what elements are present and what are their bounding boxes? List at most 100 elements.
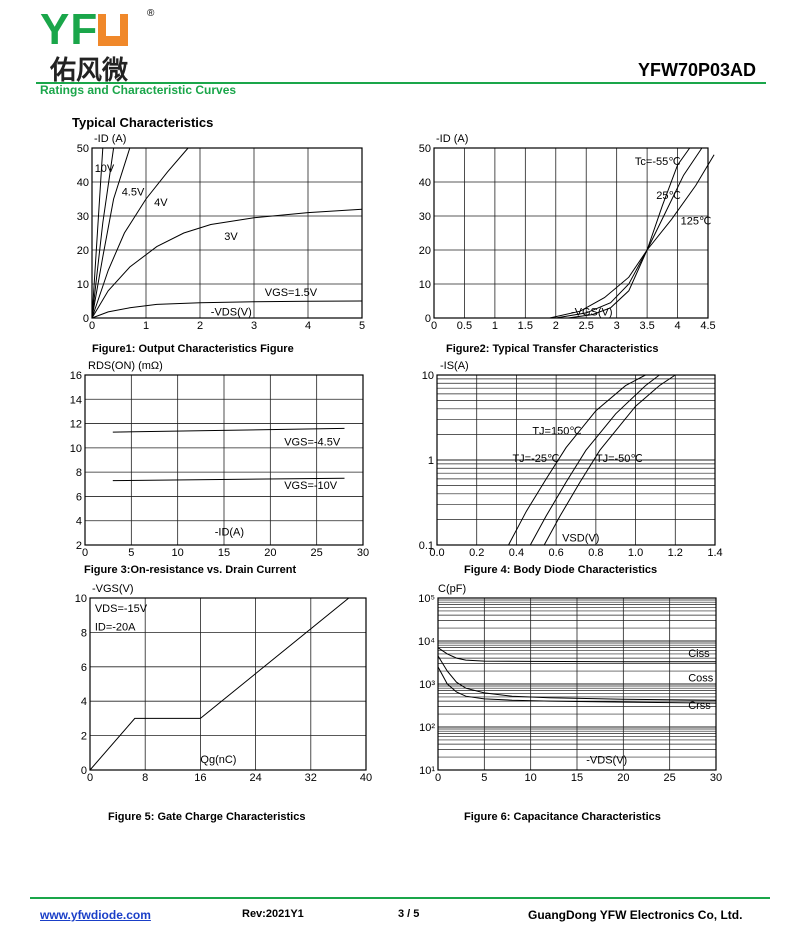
series-Tc-55 xyxy=(567,147,691,319)
series-TJ150 xyxy=(508,374,646,546)
series-TJ-25 xyxy=(529,374,660,546)
page-number: 3 / 5 xyxy=(398,908,420,920)
series-VGS xyxy=(89,597,350,771)
y-axis-label: C(pF) xyxy=(438,583,467,595)
annotation: VGS=-4.5V xyxy=(284,436,341,448)
x-tick-label: 15 xyxy=(218,547,230,559)
y-tick-label: 10 xyxy=(77,279,89,291)
figure-caption: Figure 5: Gate Charge Characteristics xyxy=(108,811,306,823)
x-tick-label: 0.2 xyxy=(469,547,484,559)
annotation: Tc=-55℃ xyxy=(635,156,681,168)
y-tick-label: 10¹ xyxy=(419,765,435,777)
annotation: -VDS(V) xyxy=(211,306,252,318)
y-tick-label: 10 xyxy=(422,370,434,382)
y-tick-label: 40 xyxy=(419,177,431,189)
x-tick-label: 1.5 xyxy=(518,320,533,332)
x-tick-label: 4 xyxy=(674,320,680,332)
x-tick-label: 24 xyxy=(249,772,261,784)
series-VGS1.5V xyxy=(91,300,363,319)
x-tick-label: 25 xyxy=(664,772,676,784)
section-title: Ratings and Characteristic Curves xyxy=(40,83,237,97)
x-tick-label: 4 xyxy=(305,320,311,332)
annotation: -VDS(V) xyxy=(586,755,627,767)
plot-frame xyxy=(89,597,367,771)
figure-caption: Figure1: Output Characteristics Figure xyxy=(92,343,294,355)
y-tick-label: 40 xyxy=(77,177,89,189)
x-tick-label: 5 xyxy=(359,320,365,332)
annotation: VSD(V) xyxy=(562,532,599,544)
plot-frame xyxy=(437,597,717,771)
x-tick-label: 0 xyxy=(82,547,88,559)
y-tick-label: 2 xyxy=(81,731,87,743)
figure-caption: Figure2: Typical Transfer Characteristic… xyxy=(446,343,659,355)
series-25 xyxy=(555,147,703,319)
subtitle: Typical Characteristics xyxy=(72,115,214,130)
y-tick-label: 10⁵ xyxy=(418,593,435,605)
footer-divider xyxy=(30,897,770,899)
plot-frame xyxy=(91,147,363,319)
x-tick-label: 5 xyxy=(128,547,134,559)
logo: YF xyxy=(40,8,129,52)
grid xyxy=(84,374,364,546)
y-axis-label: -ID (A) xyxy=(436,133,469,145)
annotation: VDS=-15V xyxy=(95,603,148,615)
annotation: ID=-20A xyxy=(95,622,136,634)
annotation: 3V xyxy=(224,231,238,243)
annotation: Coss xyxy=(688,672,714,684)
y-tick-label: 8 xyxy=(76,467,82,479)
y-tick-label: 0 xyxy=(81,765,87,777)
x-tick-label: 2 xyxy=(553,320,559,332)
x-tick-label: 2.5 xyxy=(579,320,594,332)
registered-mark: ® xyxy=(147,8,155,19)
figure-caption: Figure 3:On-resistance vs. Drain Current xyxy=(84,564,297,576)
series-Coss xyxy=(437,655,717,701)
y-axis-label: -IS(A) xyxy=(440,360,469,372)
x-tick-label: 0 xyxy=(435,772,441,784)
series-3V xyxy=(91,208,363,319)
plot-frame xyxy=(84,374,364,546)
y-tick-label: 6 xyxy=(76,491,82,503)
series-Ciss xyxy=(437,647,716,663)
y-axis-label: -VGS(V) xyxy=(92,583,134,595)
revision: Rev:2021Y1 xyxy=(242,908,304,920)
y-tick-label: 10 xyxy=(419,279,431,291)
x-tick-label: 0.5 xyxy=(457,320,472,332)
x-tick-label: 0.0 xyxy=(429,547,444,559)
series-Crss xyxy=(437,666,717,704)
y-tick-label: 30 xyxy=(77,211,89,223)
series-TJ-50 xyxy=(543,374,676,546)
x-tick-label: 0.8 xyxy=(588,547,603,559)
x-tick-label: 0.4 xyxy=(509,547,524,559)
x-tick-label: 0 xyxy=(89,320,95,332)
y-tick-label: 4 xyxy=(81,696,87,708)
logo-chinese-name: 佑风微 xyxy=(50,56,129,86)
y-tick-label: 16 xyxy=(70,370,82,382)
y-tick-label: 12 xyxy=(70,419,82,431)
x-tick-label: 0 xyxy=(87,772,93,784)
x-tick-label: 10 xyxy=(172,547,184,559)
x-tick-label: 25 xyxy=(311,547,323,559)
annotation: -VGS(V) xyxy=(571,306,613,318)
x-tick-label: 15 xyxy=(571,772,583,784)
series-4.5V xyxy=(91,147,131,319)
website-link[interactable]: www.yfwdiode.com xyxy=(40,908,151,922)
y-tick-label: 20 xyxy=(419,245,431,257)
part-number: YFW70P03AD xyxy=(637,60,756,80)
x-tick-label: 3.5 xyxy=(639,320,654,332)
x-tick-label: 3 xyxy=(614,320,620,332)
header-divider xyxy=(36,82,766,84)
y-tick-label: 0.1 xyxy=(419,540,434,552)
y-tick-label: 4 xyxy=(76,516,82,528)
y-tick-label: 1 xyxy=(428,455,434,467)
x-tick-label: 1 xyxy=(492,320,498,332)
chart-6: 0 5 10 15 20 25 30 10¹ 10² 10³ 10⁴ 10⁵ Ciss Coss Crss -… xyxy=(418,593,722,784)
plot-frame xyxy=(436,374,716,546)
y-tick-label: 20 xyxy=(77,245,89,257)
x-tick-label: 1 xyxy=(143,320,149,332)
x-tick-label: 3 xyxy=(251,320,257,332)
x-tick-label: 2 xyxy=(197,320,203,332)
x-tick-label: 4.5 xyxy=(700,320,715,332)
annotation: VGS=-10V xyxy=(284,480,338,492)
chart-3: 0 5 10 15 20 25 30 2 4 6 8 10 12 14 16 VGS=-4.5V VGS=-10… xyxy=(70,370,369,559)
x-tick-label: 0 xyxy=(431,320,437,332)
